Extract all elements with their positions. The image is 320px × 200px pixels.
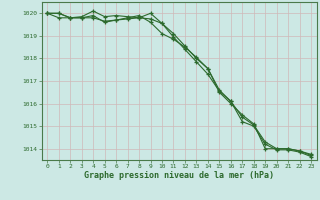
X-axis label: Graphe pression niveau de la mer (hPa): Graphe pression niveau de la mer (hPa) (84, 171, 274, 180)
